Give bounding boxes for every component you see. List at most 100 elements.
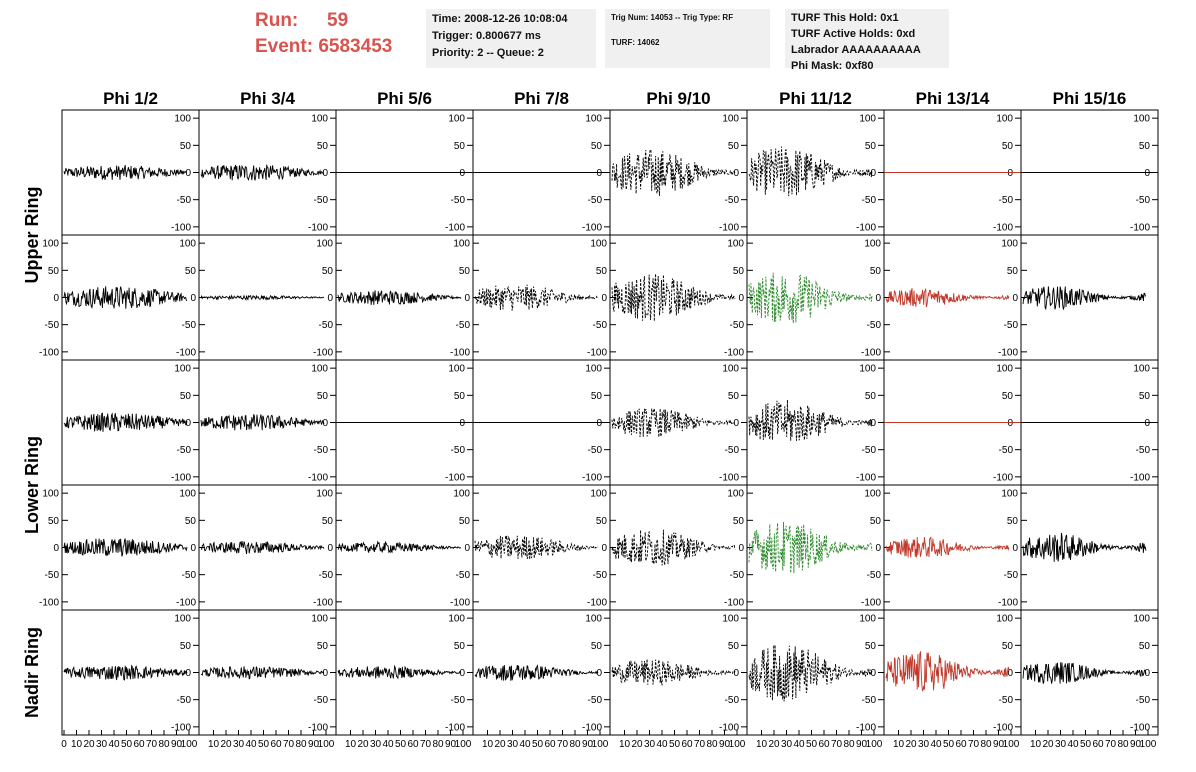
y-tick-label: 0 <box>322 668 328 679</box>
y-tick-label: -100 <box>450 597 470 608</box>
event-label: Event: <box>255 36 314 57</box>
y-tick-label: -100 <box>171 722 191 733</box>
y-tick-label: -100 <box>582 222 602 233</box>
y-tick-label: -100 <box>1130 222 1150 233</box>
y-tick-label: 100 <box>585 614 602 625</box>
x-tick-label: 70 <box>831 739 843 750</box>
y-tick-label: 0 <box>596 168 602 179</box>
y-tick-label: -100 <box>445 722 465 733</box>
y-tick-label: 100 <box>448 614 465 625</box>
waveform-trace <box>63 538 188 557</box>
column-header: Phi 9/10 <box>646 89 710 108</box>
x-tick-label: 40 <box>245 739 257 750</box>
y-tick-label: 100 <box>859 114 876 125</box>
column-header: Phi 1/2 <box>103 89 158 108</box>
y-tick-label: -100 <box>724 347 744 358</box>
waveform-trace <box>611 407 735 438</box>
y-tick-label: 50 <box>733 266 745 277</box>
y-tick-label: -50 <box>725 695 740 706</box>
x-tick-label: 80 <box>295 739 307 750</box>
y-tick-label: 50 <box>454 391 466 402</box>
x-tick-label: 90 <box>1130 739 1142 750</box>
x-tick-label: 80 <box>432 739 444 750</box>
y-tick-label: 0 <box>1007 418 1013 429</box>
y-tick-label: 0 <box>601 543 607 554</box>
x-tick-label: 20 <box>631 739 643 750</box>
y-tick-label: -100 <box>856 472 876 483</box>
y-tick-label: -50 <box>451 195 466 206</box>
y-tick-label: 100 <box>316 239 333 250</box>
y-tick-label: 100 <box>859 614 876 625</box>
y-tick-label: 50 <box>185 516 197 527</box>
y-tick-label: 100 <box>316 489 333 500</box>
waveform-trace <box>474 664 599 681</box>
x-tick-label: 50 <box>395 739 407 750</box>
y-tick-label: 0 <box>738 293 744 304</box>
y-tick-label: 100 <box>448 114 465 125</box>
y-tick-label: 100 <box>1001 489 1018 500</box>
x-tick-label: 80 <box>158 739 170 750</box>
x-tick-label: 50 <box>806 739 818 750</box>
x-tick-label: 100 <box>866 739 883 750</box>
y-tick-label: 50 <box>591 141 603 152</box>
waveform-trace <box>337 664 462 680</box>
y-tick-label: 100 <box>174 114 191 125</box>
y-tick-label: 0 <box>1007 668 1013 679</box>
x-tick-label: 40 <box>656 739 668 750</box>
y-tick-label: -50 <box>451 695 466 706</box>
y-tick-label: -50 <box>314 195 329 206</box>
turf-hold-text: TURF This Hold: 0x1 <box>791 12 899 24</box>
y-tick-label: 0 <box>733 168 739 179</box>
waveform-trace <box>1022 662 1147 685</box>
column-header: Phi 13/14 <box>916 89 990 108</box>
y-tick-label: 0 <box>738 543 744 554</box>
column-header: Phi 3/4 <box>240 89 295 108</box>
y-tick-label: -100 <box>445 472 465 483</box>
event-value: 6583453 <box>318 36 393 57</box>
waveform-trace <box>611 273 736 322</box>
y-tick-label: 50 <box>870 266 882 277</box>
x-tick-label: 60 <box>407 739 419 750</box>
x-tick-label: 20 <box>494 739 506 750</box>
y-tick-label: 100 <box>174 614 191 625</box>
y-tick-label: -50 <box>182 570 197 581</box>
y-tick-label: -50 <box>45 320 60 331</box>
x-tick-label: 10 <box>893 739 905 750</box>
x-tick-label: 90 <box>445 739 457 750</box>
waveform-trace <box>63 164 188 180</box>
y-tick-label: 50 <box>459 516 471 527</box>
y-tick-label: 50 <box>865 391 877 402</box>
y-tick-label: 0 <box>190 293 196 304</box>
y-tick-label: 0 <box>733 418 739 429</box>
y-tick-label: -100 <box>998 347 1018 358</box>
y-tick-label: 50 <box>870 516 882 527</box>
x-tick-label: 80 <box>843 739 855 750</box>
waveform-trace <box>885 536 1010 558</box>
y-tick-label: -50 <box>1136 195 1151 206</box>
x-tick-label: 40 <box>519 739 531 750</box>
x-tick-label: 20 <box>768 739 780 750</box>
y-tick-label: 0 <box>601 293 607 304</box>
panel-frame <box>198 109 337 236</box>
y-tick-label: 50 <box>728 641 740 652</box>
y-tick-label: 50 <box>733 516 745 527</box>
x-tick-label: 70 <box>1105 739 1117 750</box>
turf-active-text: TURF Active Holds: 0xd <box>791 28 916 40</box>
ring-label: Upper Ring <box>22 187 42 284</box>
y-tick-label: -100 <box>993 222 1013 233</box>
y-tick-label: -50 <box>730 570 745 581</box>
y-tick-label: 100 <box>585 364 602 375</box>
time-text: Time: 2008-12-26 10:08:04 <box>432 13 568 25</box>
x-tick-label: 60 <box>955 739 967 750</box>
waveform-trace <box>748 399 873 441</box>
priority-text: Priority: 2 -- Queue: 2 <box>432 47 544 59</box>
waveform-trace <box>337 540 461 554</box>
y-tick-label: 0 <box>733 668 739 679</box>
y-tick-label: 50 <box>596 516 608 527</box>
x-tick-label: 80 <box>980 739 992 750</box>
y-tick-label: -50 <box>588 445 603 456</box>
x-tick-label: 70 <box>694 739 706 750</box>
y-tick-label: 100 <box>859 364 876 375</box>
y-tick-label: -50 <box>862 445 877 456</box>
y-tick-label: -100 <box>582 722 602 733</box>
